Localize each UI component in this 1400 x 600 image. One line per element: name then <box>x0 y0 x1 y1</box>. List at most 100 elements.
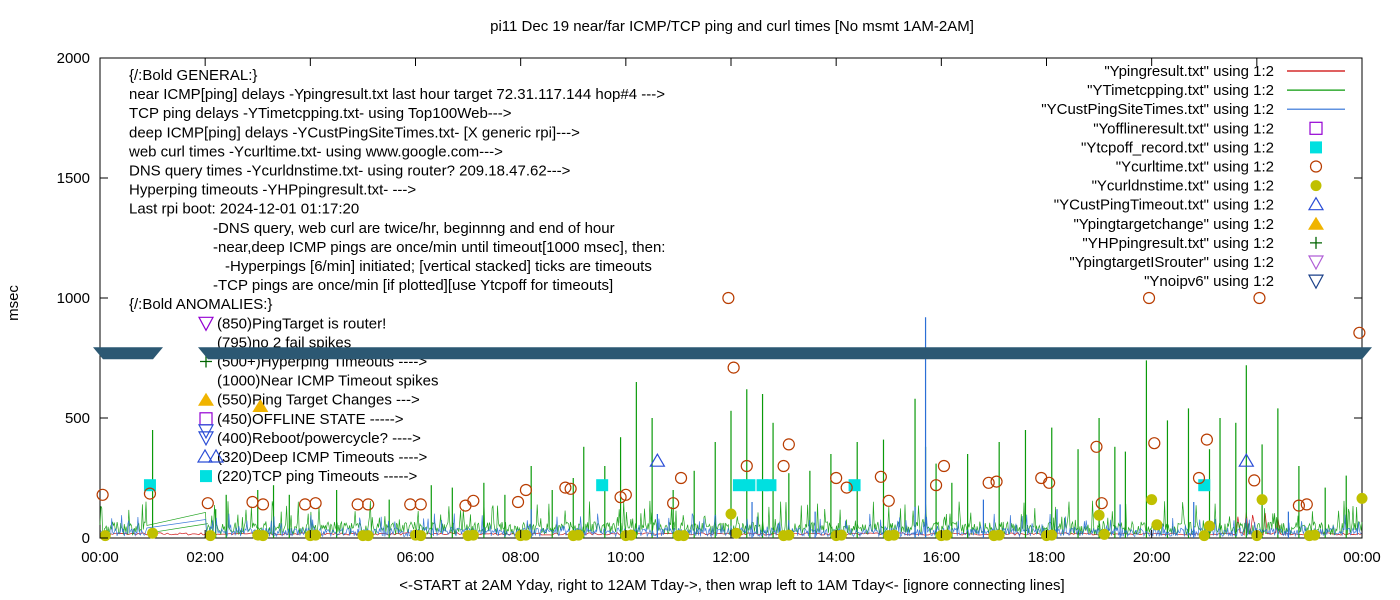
series-6-point-18 <box>625 529 637 541</box>
series-6-point-45 <box>1356 492 1368 504</box>
series-6-point-28 <box>888 529 900 541</box>
series-5-point-40 <box>1192 471 1206 485</box>
series-7-point-1 <box>1238 453 1255 467</box>
x-tick-label-10: 20:00 <box>1133 549 1171 566</box>
anomaly-glyph-1 <box>200 355 212 368</box>
anomaly-glyph-2 <box>198 392 214 406</box>
annotation-layer: {/:Bold GENERAL:} near ICMP[ping] delays … <box>128 67 665 485</box>
series-5-point-38 <box>1142 291 1156 305</box>
series-6-points <box>99 492 1368 542</box>
legend-label-11: "Ynoipv6" using 1:2 <box>1144 273 1274 290</box>
annotation-line-12: {/:Bold ANOMALIES:} <box>129 296 272 313</box>
x-tick-label-5: 10:00 <box>607 549 645 566</box>
series-5-point-36 <box>1090 440 1103 453</box>
x-tick-label-1: 02:00 <box>186 549 224 566</box>
series-5-point-28 <box>874 470 887 483</box>
series-5-point-18 <box>619 488 632 501</box>
series-6-point-12 <box>467 529 479 541</box>
legend-swatch-9 <box>1310 236 1322 249</box>
series-5-point-3 <box>246 495 259 509</box>
annotation-line-1: near ICMP[ping] delays -Ypingresult.txt … <box>129 86 665 103</box>
legend-swatch-3 <box>1309 121 1323 135</box>
annotation-line-13: (850)PingTarget is router! <box>217 315 386 332</box>
series-6-point-35 <box>1093 509 1105 521</box>
legend-swatch-5 <box>1309 160 1323 173</box>
series-6-point-34 <box>1046 529 1058 541</box>
series-5-point-26 <box>830 471 843 485</box>
legend-label-9: "YHPpingresult.txt" using 1:2 <box>1082 235 1274 252</box>
annotation-line-17: (550)Ping Target Changes ---> <box>217 392 420 409</box>
series-6-point-30 <box>941 529 953 541</box>
series-5-point-21 <box>722 291 735 305</box>
series-6-point-16 <box>573 529 585 541</box>
series-5-point-2 <box>201 497 214 510</box>
legend-label-4: "Ytcpoff_record.txt" using 1:2 <box>1081 139 1274 156</box>
series-5-point-46 <box>1353 326 1366 339</box>
series-5-point-45 <box>1300 498 1313 511</box>
series-5-point-32 <box>982 476 995 489</box>
annotation-line-2: TCP ping delays -YTimetcpping.txt- using… <box>129 105 512 122</box>
series-5-point-22 <box>727 361 740 374</box>
x-tick-label-7: 14:00 <box>817 549 855 566</box>
series-6-point-32 <box>993 529 1005 541</box>
series-6-point-21 <box>725 508 737 520</box>
annotation-line-21: (220)TCP ping Timeouts -----> <box>217 468 417 485</box>
series-8-point-0 <box>252 399 269 412</box>
series-5-point-6 <box>309 497 322 510</box>
x-axis-label: <-START at 2AM Yday, right to 12AM Tday-… <box>399 577 1064 594</box>
series-6-point-6 <box>310 529 322 541</box>
series-4-point-2 <box>732 479 745 492</box>
x-tick-label-9: 18:00 <box>1028 549 1066 566</box>
annotation-line-19: (400)Reboot/powercycle? ----> <box>217 430 421 447</box>
series-6-point-10 <box>415 530 427 542</box>
series-5-point-5 <box>298 498 312 511</box>
annotation-line-4: web curl times -Ycurltime.txt- using www… <box>128 143 503 160</box>
tick-layer: 00:00 02:00 04:00 06:00 08:00 10:00 12:00 14:00… <box>57 50 1381 566</box>
y-tick-label-2: 1000 <box>57 290 90 307</box>
series-5-point-0 <box>96 488 109 501</box>
series-5-point-39 <box>1148 437 1161 450</box>
legend-swatch-6 <box>1310 180 1322 192</box>
legend-label-5: "Ycurltime.txt" using 1:2 <box>1116 159 1274 176</box>
series-6-point-20 <box>678 530 690 542</box>
x-tick-label-0: 00:00 <box>81 549 119 566</box>
series-6-point-38 <box>1151 519 1163 531</box>
y-tick-label-0: 0 <box>82 530 90 547</box>
series-5-point-35 <box>1043 476 1056 489</box>
series-5-point-27 <box>840 481 853 494</box>
annotation-line-14: (795)no 2 fail spikes <box>217 334 351 351</box>
series-5-point-30 <box>929 479 943 492</box>
series-5-point-13 <box>511 495 525 509</box>
series-5-point-4 <box>256 498 270 511</box>
series-5-point-1 <box>143 487 157 500</box>
series-5-point-29 <box>882 494 895 507</box>
series-6-point-36 <box>1098 528 1110 540</box>
series-5-point-34 <box>1035 471 1048 485</box>
series-5-point-19 <box>667 497 680 510</box>
series-6-point-14 <box>520 529 532 541</box>
series-5-point-14 <box>519 483 533 497</box>
series-2-noise <box>99 513 1363 538</box>
legend-label-7: "YCustPingTimeout.txt" using 1:2 <box>1054 197 1274 214</box>
annotation-line-11: -TCP pings are once/min [if plotted][use… <box>213 277 613 294</box>
series-5-point-23 <box>740 459 753 473</box>
series-6-point-0 <box>99 530 111 542</box>
legend-label-10: "YpingtargetISrouter" using 1:2 <box>1069 254 1274 271</box>
series-5-point-20 <box>674 471 688 485</box>
legend-label-6: "Ycurldnstime.txt" using 1:2 <box>1092 178 1274 195</box>
anomaly-glyph-0 <box>197 316 215 332</box>
series-6-point-44 <box>1309 529 1321 541</box>
anomaly-glyph-5b <box>207 448 225 463</box>
annotation-line-3: deep ICMP[ping] delays -YCustPingSiteTim… <box>129 124 580 141</box>
series-5-point-24 <box>777 459 790 473</box>
annotation-line-6: Hyperping timeouts -YHPpingresult.txt- -… <box>129 182 416 199</box>
annotation-line-8: -DNS query, web curl are twice/hr, begin… <box>213 220 615 237</box>
y-tick-label-3: 1500 <box>57 170 90 187</box>
series-4-point-6 <box>848 479 861 492</box>
anomaly-glyph-reboot-extra <box>197 424 215 440</box>
x-tick-label-2: 04:00 <box>292 549 330 566</box>
y-tick-label-4: 2000 <box>57 50 90 67</box>
series-6-point-8 <box>362 530 374 542</box>
anomaly-glyph-4 <box>197 431 215 447</box>
